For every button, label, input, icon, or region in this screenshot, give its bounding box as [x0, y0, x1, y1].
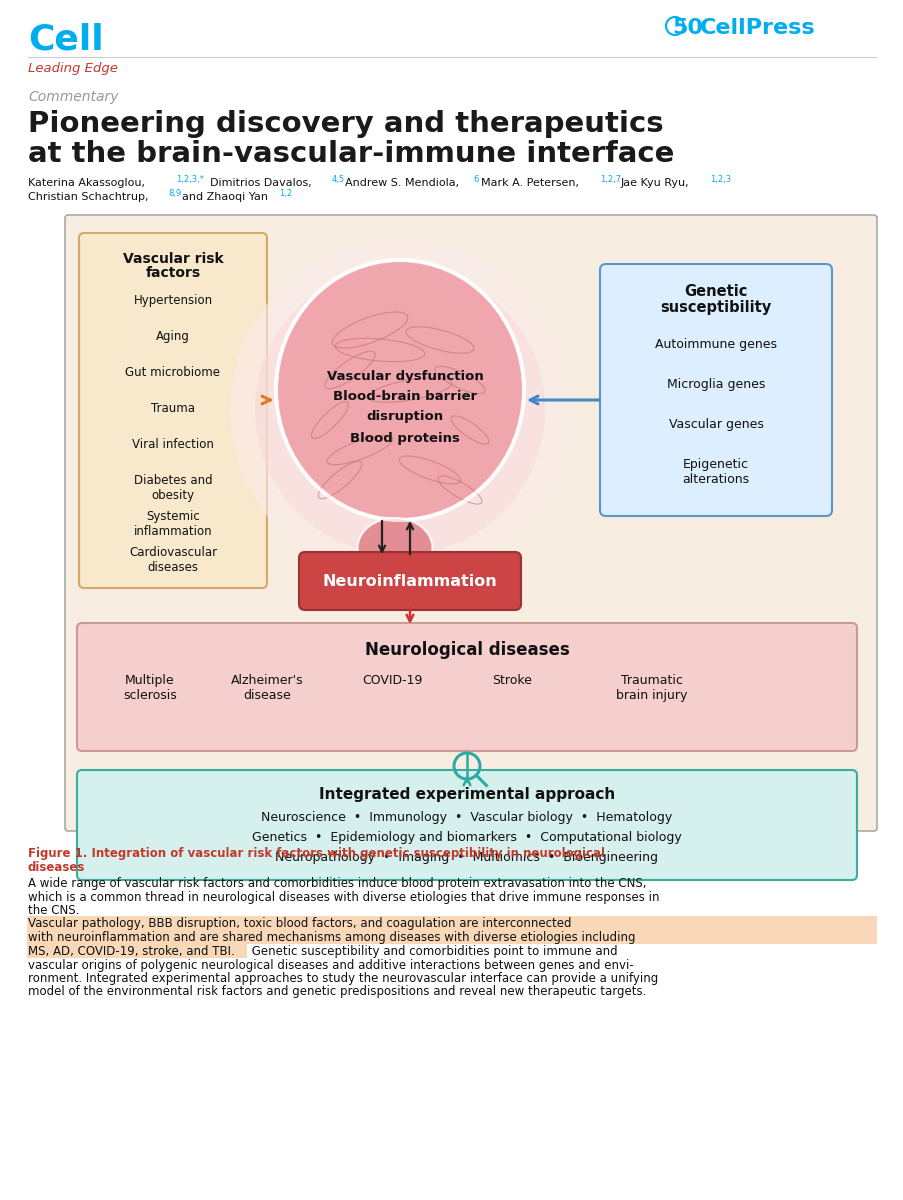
Text: diseases: diseases — [28, 862, 85, 874]
Text: Vascular pathology, BBB disruption, toxic blood factors, and coagulation are int: Vascular pathology, BBB disruption, toxi… — [28, 917, 571, 930]
FancyBboxPatch shape — [27, 916, 876, 930]
Text: Aging: Aging — [156, 330, 190, 343]
Text: Blood-brain barrier: Blood-brain barrier — [332, 390, 477, 403]
Text: Vascular genes: Vascular genes — [668, 418, 763, 431]
Text: Viral infection: Viral infection — [132, 438, 214, 451]
Text: Pioneering discovery and therapeutics: Pioneering discovery and therapeutics — [28, 110, 663, 138]
Text: Genetic susceptibility and comorbidities point to immune and: Genetic susceptibility and comorbidities… — [247, 944, 617, 958]
Ellipse shape — [275, 260, 524, 520]
Text: Diabetes and
obesity: Diabetes and obesity — [134, 474, 212, 502]
Text: Cell: Cell — [28, 22, 104, 56]
Text: which is a common thread in neurological diseases with diverse etiologies that d: which is a common thread in neurological… — [28, 890, 659, 904]
Text: Christian Schachtrup,: Christian Schachtrup, — [28, 192, 148, 202]
Text: Hypertension: Hypertension — [134, 294, 212, 307]
Text: Multiple
sclerosis: Multiple sclerosis — [123, 674, 177, 702]
Text: Genetics  •  Epidemiology and biomarkers  •  Computational biology: Genetics • Epidemiology and biomarkers •… — [252, 830, 681, 844]
Text: susceptibility: susceptibility — [660, 300, 771, 314]
Text: model of the environmental risk factors and genetic predispositions and reveal n: model of the environmental risk factors … — [28, 985, 646, 998]
Text: Systemic
inflammation: Systemic inflammation — [134, 510, 212, 538]
Text: Leading Edge: Leading Edge — [28, 62, 117, 74]
Text: Dimitrios Davalos,: Dimitrios Davalos, — [209, 178, 312, 188]
Text: 50: 50 — [671, 18, 703, 38]
FancyBboxPatch shape — [27, 943, 247, 958]
FancyBboxPatch shape — [77, 623, 856, 751]
Text: Neuroscience  •  Immunology  •  Vascular biology  •  Hematology: Neuroscience • Immunology • Vascular bio… — [261, 811, 672, 824]
Ellipse shape — [357, 518, 432, 578]
Text: the CNS.: the CNS. — [28, 904, 83, 917]
Text: Commentary: Commentary — [28, 90, 118, 104]
Text: Integrated experimental approach: Integrated experimental approach — [319, 787, 614, 802]
Text: Autoimmune genes: Autoimmune genes — [655, 338, 777, 350]
Text: Figure 1. Integration of vascular risk factors with genetic susceptibility in ne: Figure 1. Integration of vascular risk f… — [28, 847, 604, 860]
FancyBboxPatch shape — [27, 930, 876, 943]
Text: with neuroinflammation and are shared mechanisms among diseases with diverse eti: with neuroinflammation and are shared me… — [28, 930, 635, 943]
FancyBboxPatch shape — [600, 264, 831, 516]
Text: Epigenetic
alterations: Epigenetic alterations — [682, 458, 749, 486]
Text: Vascular dysfunction: Vascular dysfunction — [326, 370, 483, 383]
FancyBboxPatch shape — [65, 215, 876, 830]
FancyBboxPatch shape — [77, 770, 856, 880]
FancyBboxPatch shape — [299, 552, 520, 610]
Text: Mark A. Petersen,: Mark A. Petersen, — [480, 178, 578, 188]
Text: 1,2: 1,2 — [279, 188, 292, 198]
Ellipse shape — [255, 265, 545, 554]
Text: Vascular risk: Vascular risk — [123, 252, 223, 266]
Text: COVID-19: COVID-19 — [361, 674, 422, 686]
Text: Jae Kyu Ryu,: Jae Kyu Ryu, — [620, 178, 689, 188]
Text: Katerina Akassoglou,: Katerina Akassoglou, — [28, 178, 144, 188]
Text: 1,2,7: 1,2,7 — [600, 175, 620, 184]
Text: Gut microbiome: Gut microbiome — [126, 366, 220, 379]
Text: 6: 6 — [472, 175, 478, 184]
Text: Microglia genes: Microglia genes — [666, 378, 764, 391]
Text: disruption: disruption — [366, 410, 443, 422]
Text: Neurological diseases: Neurological diseases — [364, 641, 569, 659]
Text: Stroke: Stroke — [491, 674, 531, 686]
Text: A wide range of vascular risk factors and comorbidities induce blood protein ext: A wide range of vascular risk factors an… — [28, 877, 646, 890]
Text: Traumatic
brain injury: Traumatic brain injury — [616, 674, 687, 702]
Text: Blood proteins: Blood proteins — [349, 432, 460, 445]
Text: vascular origins of polygenic neurological diseases and additive interactions be: vascular origins of polygenic neurologic… — [28, 959, 633, 972]
Text: Genetic: Genetic — [684, 284, 747, 299]
Text: Alzheimer's
disease: Alzheimer's disease — [230, 674, 303, 702]
Ellipse shape — [229, 240, 570, 580]
Text: MS, AD, COVID-19, stroke, and TBI.: MS, AD, COVID-19, stroke, and TBI. — [28, 944, 235, 958]
Text: 1,2,3,*: 1,2,3,* — [176, 175, 204, 184]
Text: Neuropathology  •  Imaging  •  Multiomics  •  Bioengineering: Neuropathology • Imaging • Multiomics • … — [275, 851, 657, 864]
Text: Cardiovascular
diseases: Cardiovascular diseases — [129, 546, 217, 574]
Text: CellPress: CellPress — [699, 18, 815, 38]
Text: 1,2,3: 1,2,3 — [709, 175, 731, 184]
Text: factors: factors — [145, 266, 200, 280]
Text: at the brain-vascular-immune interface: at the brain-vascular-immune interface — [28, 140, 674, 168]
Text: Neuroinflammation: Neuroinflammation — [322, 574, 497, 588]
FancyBboxPatch shape — [79, 233, 266, 588]
Text: ronment. Integrated experimental approaches to study the neurovascular interface: ronment. Integrated experimental approac… — [28, 972, 657, 985]
Text: Trauma: Trauma — [151, 402, 195, 415]
Text: and Zhaoqi Yan: and Zhaoqi Yan — [182, 192, 267, 202]
Text: 8,9: 8,9 — [168, 188, 181, 198]
Text: 4,5: 4,5 — [331, 175, 345, 184]
Text: Andrew S. Mendiola,: Andrew S. Mendiola, — [345, 178, 459, 188]
